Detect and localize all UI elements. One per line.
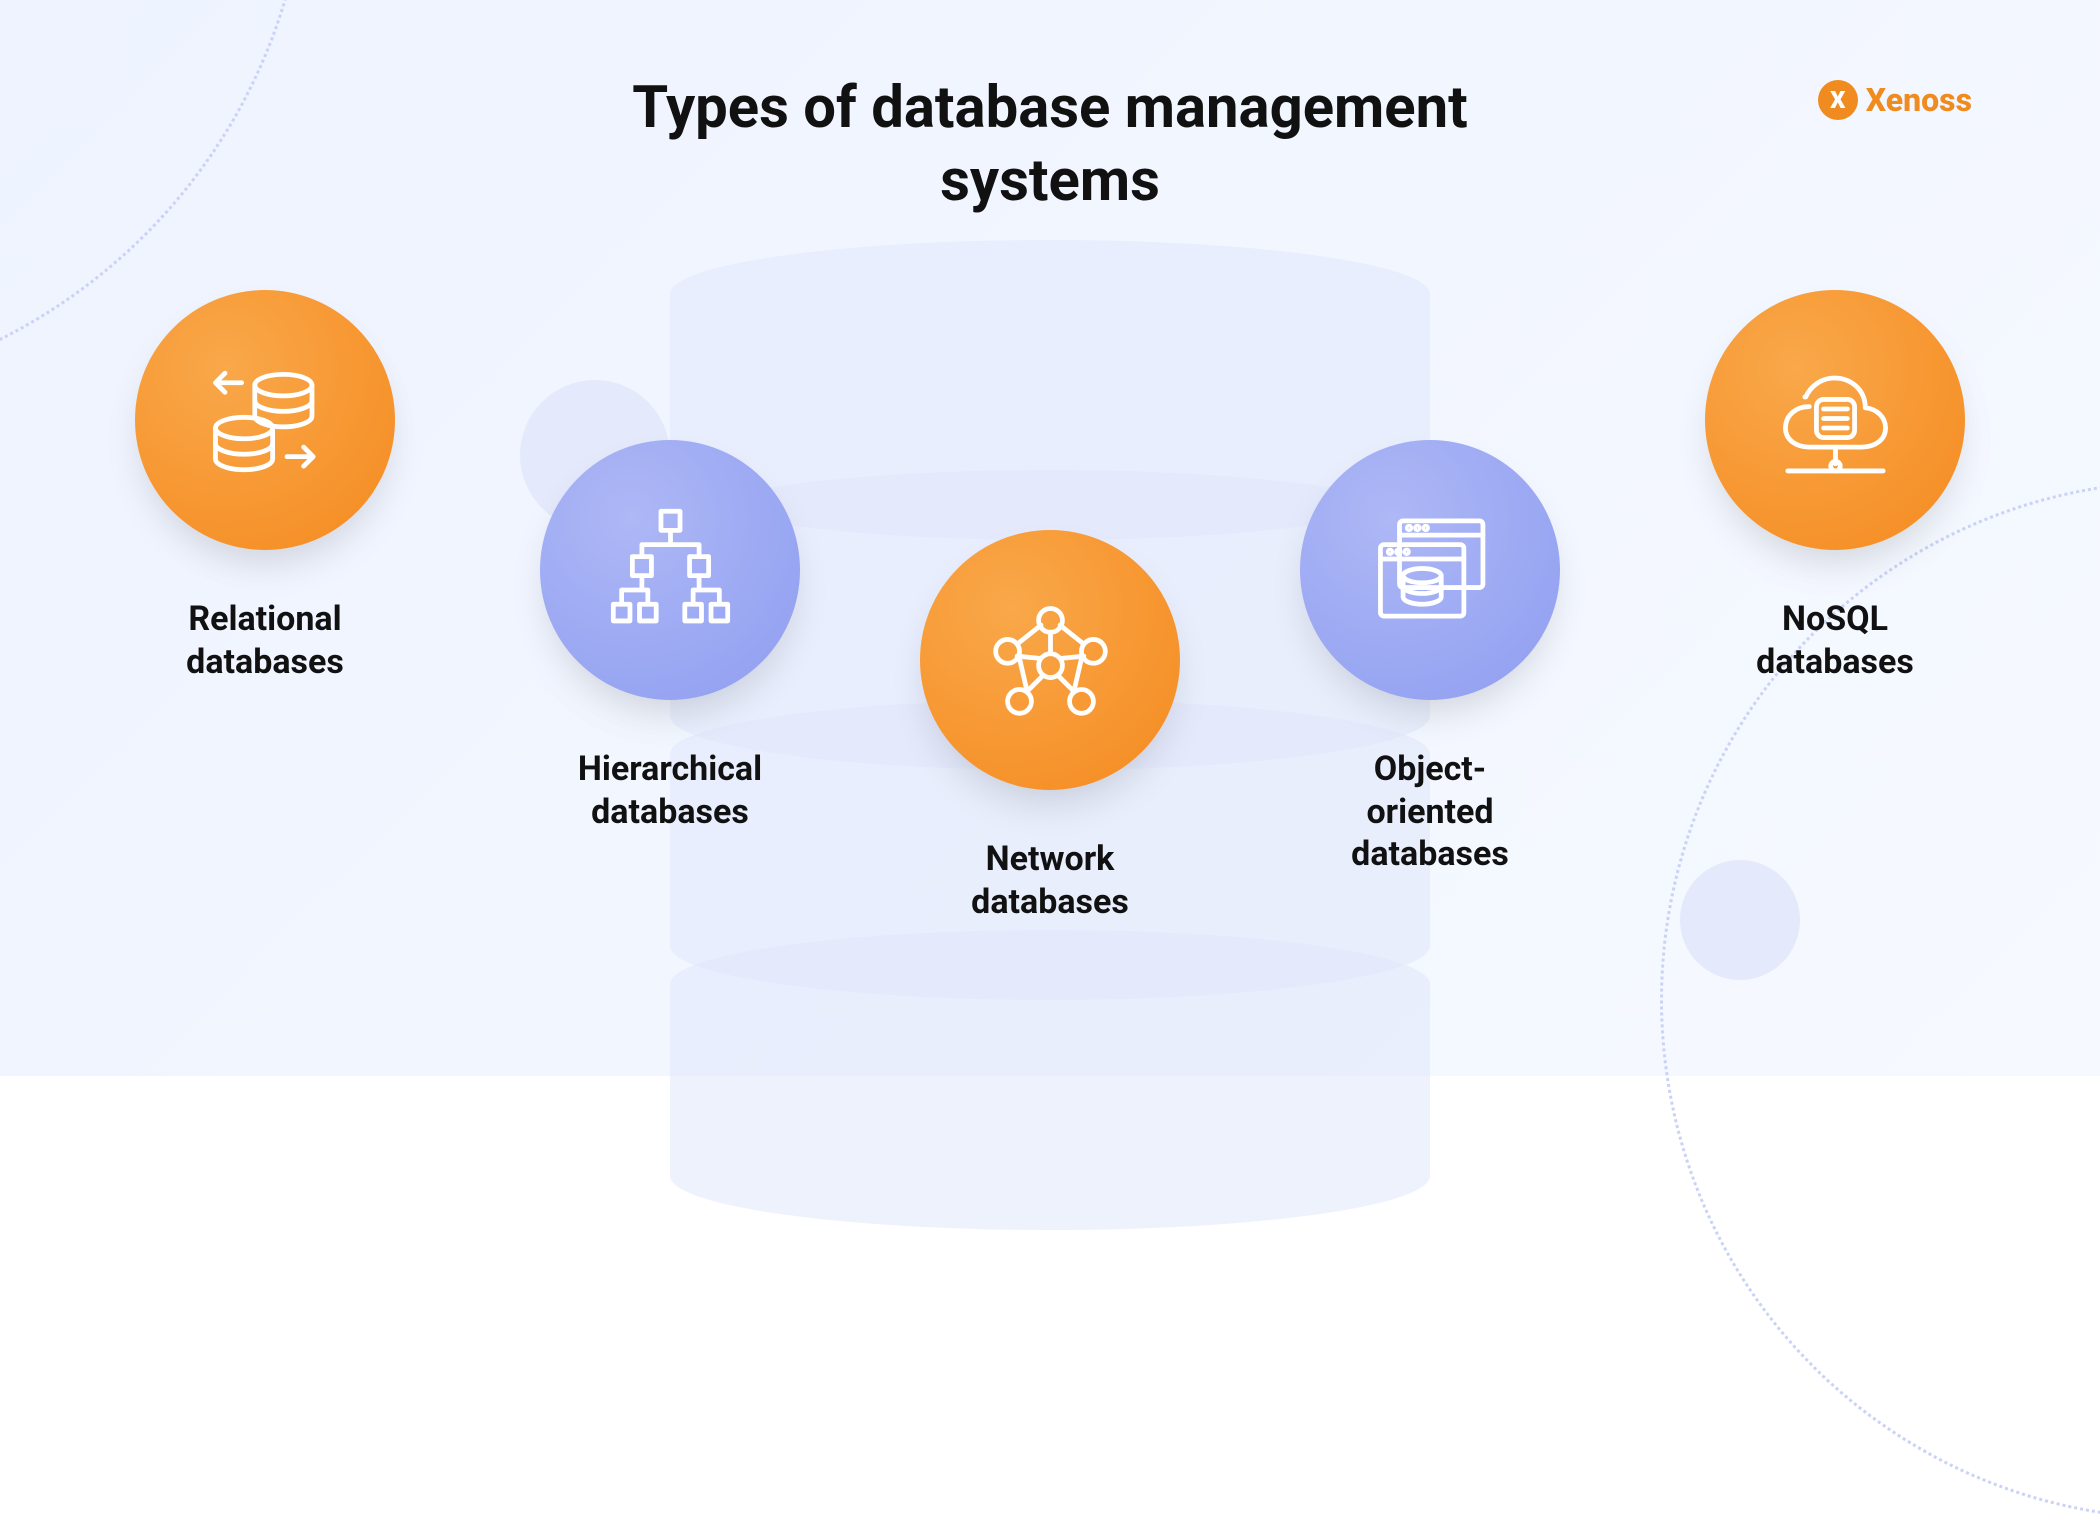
db-type-hierarchical: Hierarchical databases <box>540 440 800 833</box>
relational-icon <box>194 347 337 494</box>
decorative-circle <box>1680 860 1800 980</box>
page-title: Types of database management systems <box>525 72 1575 217</box>
hierarchical-bubble <box>540 440 800 700</box>
infographic-canvas: Types of database management systems XXen… <box>0 0 2100 1076</box>
nosql-label: NoSQL databases <box>1756 598 1914 683</box>
windows-db-icon <box>1359 497 1502 644</box>
relational-label: Relational databases <box>186 598 344 683</box>
db-type-network: Network databases <box>920 530 1180 923</box>
relational-bubble <box>135 290 395 550</box>
brand-logo-icon: X <box>1818 80 1858 120</box>
brand-logo: XXenoss <box>1818 80 1972 120</box>
network-label: Network databases <box>971 838 1129 923</box>
decorative-cylinder-layer <box>670 930 1430 1230</box>
nosql-bubble <box>1705 290 1965 550</box>
tree-icon <box>599 497 742 644</box>
network-icon <box>979 587 1122 734</box>
cloud-db-icon <box>1764 347 1907 494</box>
object-label: Object- oriented databases <box>1351 748 1509 876</box>
hierarchical-label: Hierarchical databases <box>578 748 762 833</box>
db-type-relational: Relational databases <box>135 290 395 683</box>
network-bubble <box>920 530 1180 790</box>
brand-logo-text: Xenoss <box>1866 81 1972 119</box>
object-bubble <box>1300 440 1560 700</box>
db-type-object: Object- oriented databases <box>1300 440 1560 876</box>
db-type-nosql: NoSQL databases <box>1705 290 1965 683</box>
